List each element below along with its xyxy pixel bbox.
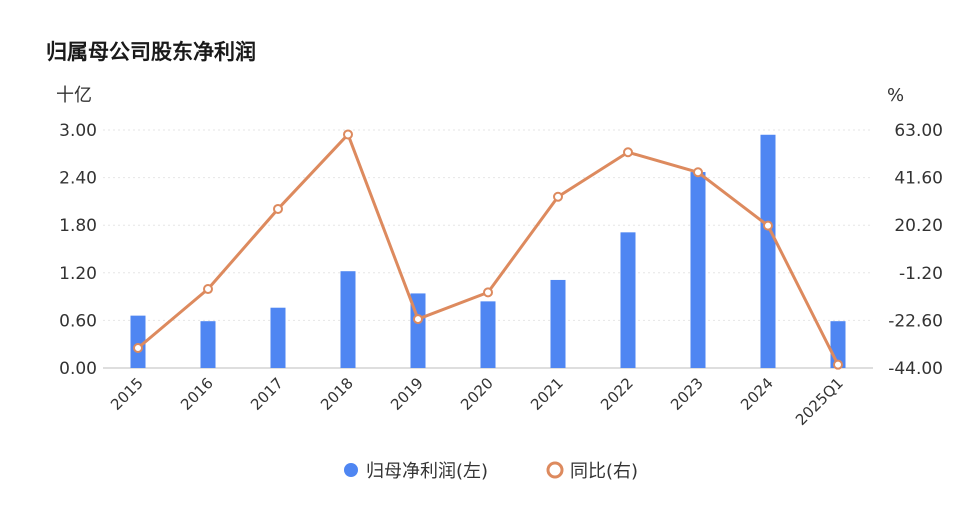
y-right-tick: 20.20: [894, 216, 943, 236]
y-right-tick: -22.60: [888, 311, 943, 331]
y-left-tick: 2.40: [59, 169, 97, 189]
bar: [480, 301, 496, 368]
x-tick: 2022: [597, 374, 637, 414]
yoy-point: [203, 284, 213, 295]
y-right-tick: -44.00: [888, 359, 943, 379]
y-right-unit: %: [887, 85, 904, 106]
bar: [270, 307, 286, 368]
chart-title: 归属母公司股东净利润: [46, 40, 256, 64]
y-left-tick: 0.00: [59, 359, 97, 379]
yoy-point: [623, 147, 633, 158]
yoy-point: [693, 167, 703, 178]
bar: [690, 172, 706, 368]
y-left-tick: 0.60: [59, 311, 97, 331]
bar: [550, 279, 566, 368]
x-tick: 2020: [457, 374, 497, 414]
bar: [340, 271, 356, 368]
x-tick: 2024: [737, 374, 777, 414]
bar: [130, 315, 146, 368]
y-right-tick: 41.60: [894, 169, 943, 189]
x-tick: 2021: [527, 374, 567, 414]
yoy-point: [273, 203, 283, 214]
y-left-tick: 3.00: [59, 121, 97, 141]
yoy-point: [553, 191, 563, 202]
yoy-point: [133, 342, 143, 353]
x-tick: 2025Q1: [792, 374, 847, 429]
x-tick: 2017: [247, 374, 287, 414]
bar: [620, 232, 636, 368]
y-left-unit: 十亿: [56, 85, 92, 106]
bar: [760, 134, 776, 368]
y-right-tick: -1.20: [899, 264, 943, 284]
legend-marker-line: [546, 461, 564, 479]
x-tick: 2016: [177, 374, 217, 414]
y-left-tick: 1.20: [59, 264, 97, 284]
yoy-point: [833, 359, 843, 370]
yoy-point: [343, 129, 353, 140]
yoy-point: [413, 314, 423, 325]
legend-marker-bar: [344, 463, 358, 477]
yoy-point: [763, 220, 773, 231]
x-tick: 2015: [107, 374, 147, 414]
legend-label-line: 同比(右): [570, 461, 638, 482]
y-right-tick: 63.00: [894, 121, 943, 141]
x-tick: 2023: [667, 374, 707, 414]
y-left-tick: 1.80: [59, 216, 97, 236]
legend-label-bar: 归母净利润(左): [366, 461, 488, 482]
bar: [200, 321, 216, 368]
x-tick: 2018: [317, 374, 357, 414]
yoy-point: [483, 287, 493, 298]
x-tick: 2019: [387, 374, 427, 414]
